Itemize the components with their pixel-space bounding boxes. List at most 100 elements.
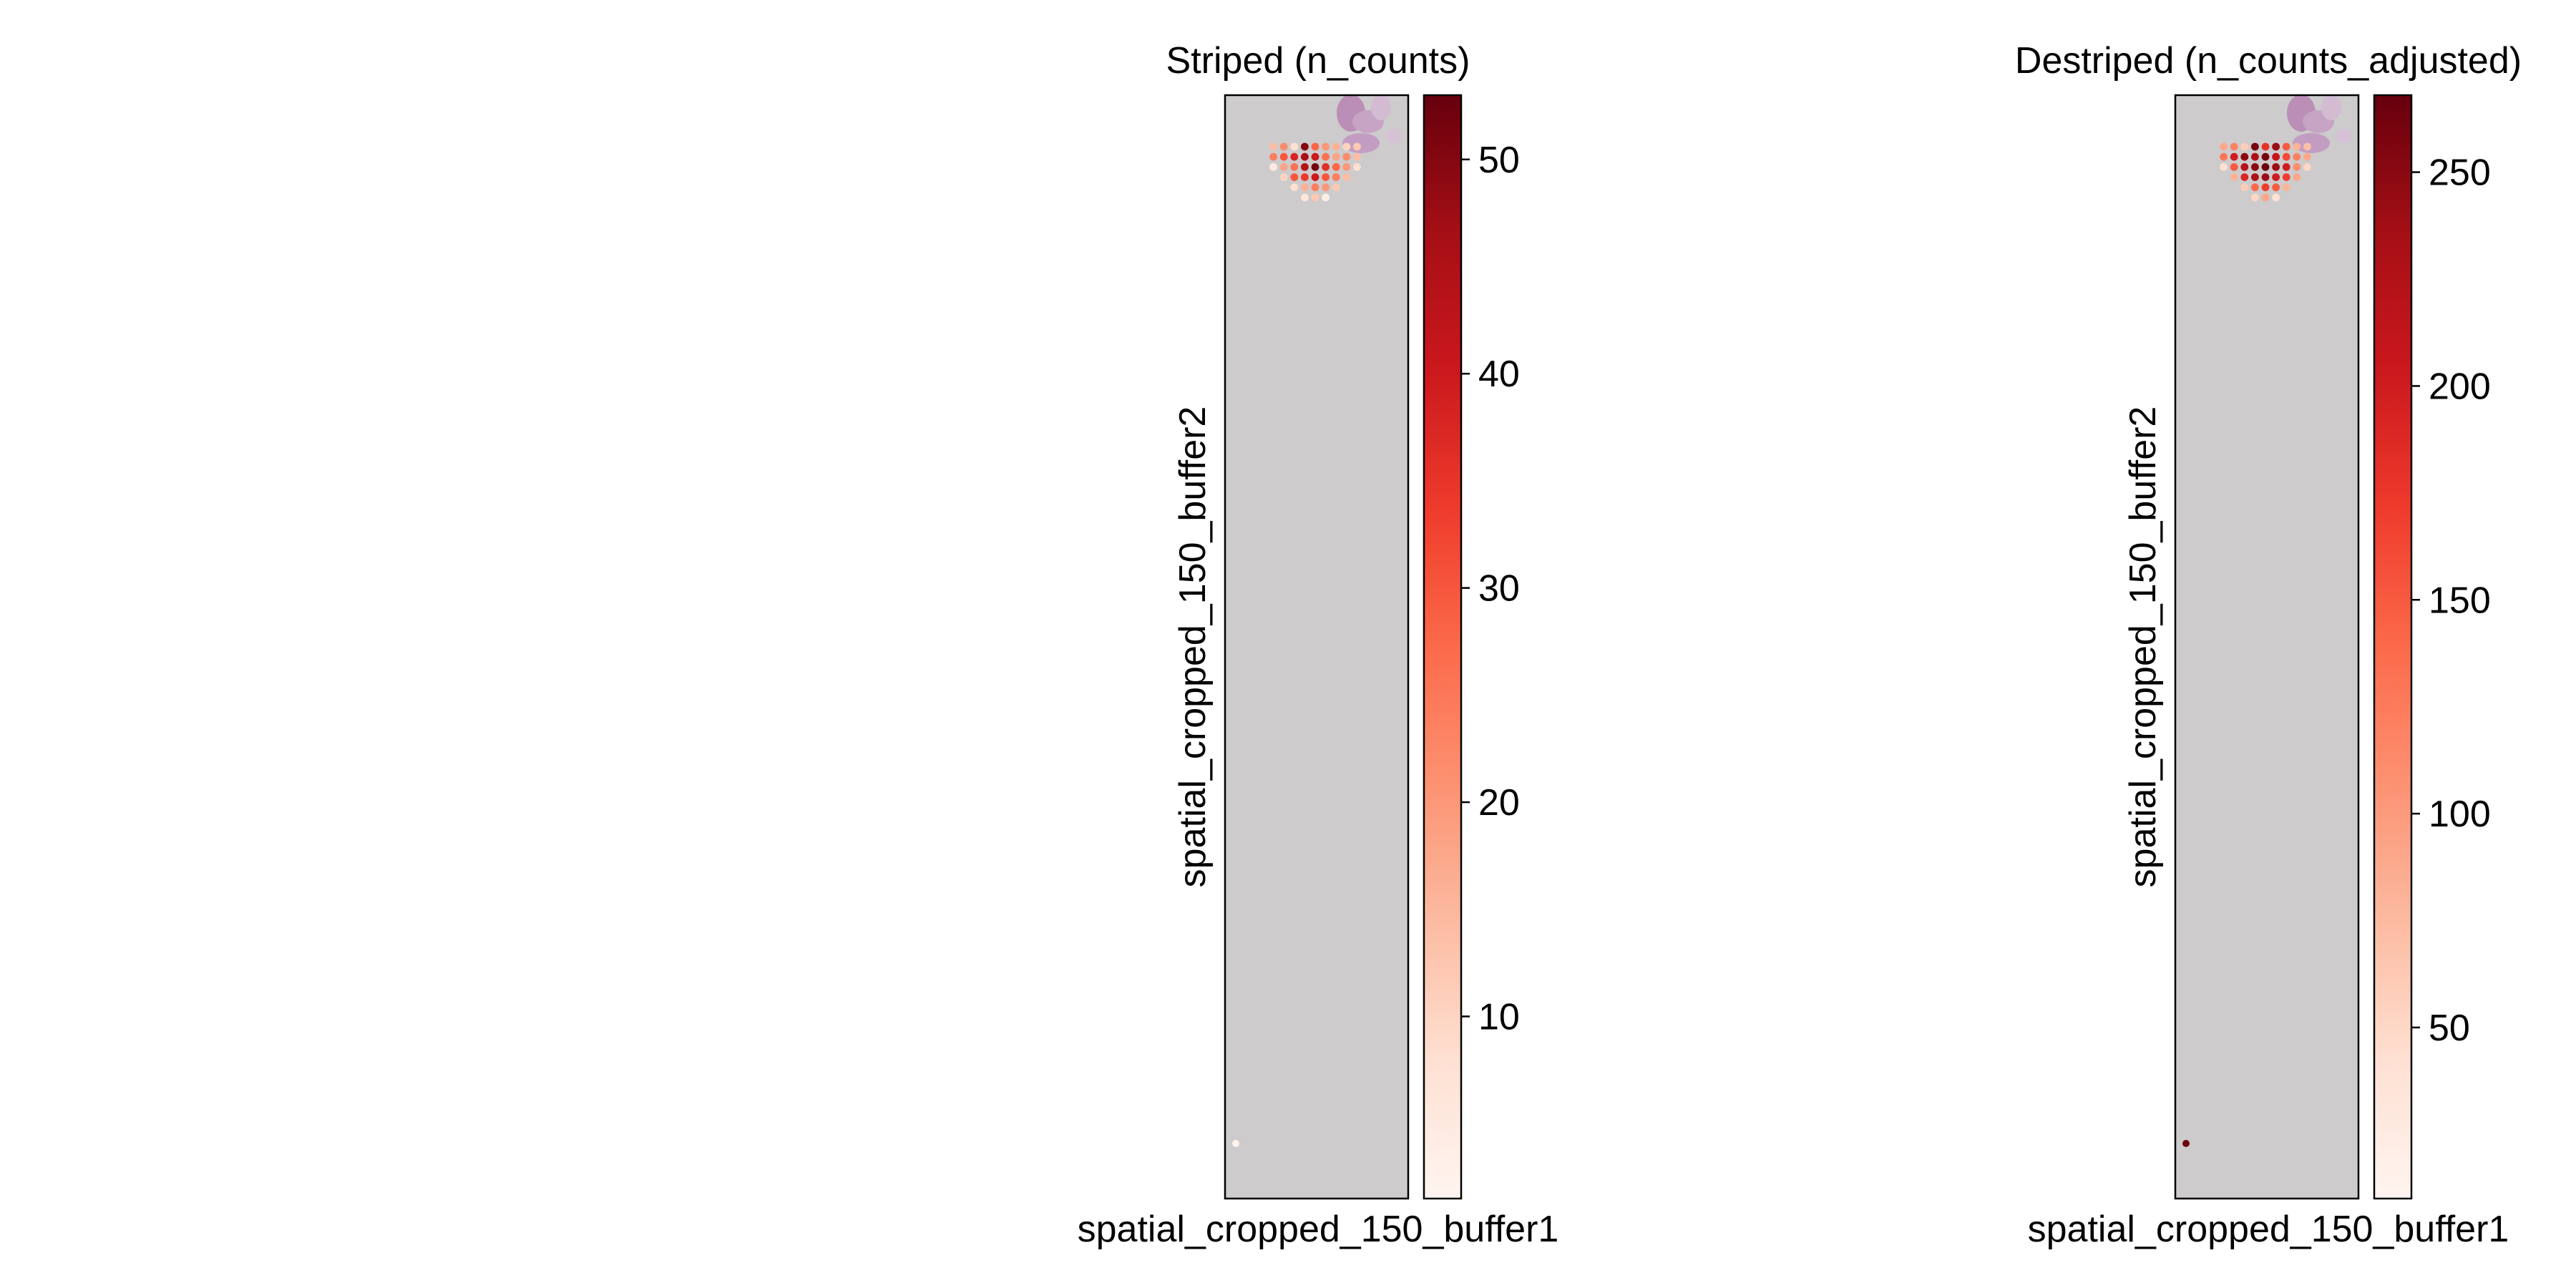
colorbar-tick-label: 250 — [2429, 152, 2491, 194]
spot — [2272, 152, 2280, 161]
y-axis-label: spatial_cropped_150_buffer2 — [2122, 406, 2164, 888]
colorbar-tick-label: 10 — [1478, 996, 1520, 1038]
spot — [1311, 193, 1319, 202]
spot — [1332, 152, 1340, 161]
spot — [2240, 152, 2249, 161]
spot — [1311, 183, 1319, 192]
spot — [2282, 173, 2290, 182]
colorbar — [2373, 94, 2413, 1200]
plot-frame — [2174, 94, 2360, 1200]
outlier-spot — [2182, 1140, 2190, 1147]
spot — [2282, 163, 2290, 171]
spot — [2261, 183, 2270, 192]
outlier-spot — [1232, 1140, 1239, 1147]
colorbar — [1423, 94, 1463, 1200]
spot — [2293, 142, 2301, 151]
panel-destriped: Destriped (n_counts_adjusted) spatial_cr… — [2015, 40, 2522, 1250]
spot — [1279, 152, 1288, 161]
colorbar-tick-label: 50 — [1478, 140, 1520, 181]
spot — [2303, 142, 2311, 151]
spot — [1342, 142, 1351, 151]
panel-striped: Striped (n_counts) spatial_cropped_150_b… — [1078, 40, 1559, 1250]
colorbar-ticks: 10 20 30 40 50 — [1461, 140, 1520, 1038]
spot — [2282, 183, 2290, 192]
colorbar-tick-label: 30 — [1478, 568, 1520, 610]
spot — [1332, 163, 1340, 171]
spot — [2261, 152, 2270, 161]
spot — [2272, 193, 2280, 202]
colorbar-tick-label: 100 — [2429, 794, 2491, 835]
spot — [1301, 142, 1309, 151]
spot — [2261, 163, 2270, 171]
spot — [2293, 173, 2301, 182]
spot — [2220, 163, 2228, 171]
spot — [1322, 163, 1330, 171]
spot — [2251, 163, 2259, 171]
spot — [2251, 152, 2259, 161]
spot — [2251, 142, 2259, 151]
spot — [1290, 173, 1299, 182]
spot — [1322, 193, 1330, 202]
spot — [2220, 142, 2228, 151]
spot — [2240, 183, 2249, 192]
spot — [2220, 152, 2228, 161]
spot — [1332, 183, 1340, 192]
spot — [1279, 163, 1288, 171]
spot — [1301, 193, 1309, 202]
spot — [1311, 163, 1319, 171]
spot — [2282, 142, 2290, 151]
spot — [1269, 163, 1277, 171]
spot — [1322, 173, 1330, 182]
tissue-background — [1225, 95, 1408, 1199]
spot — [1311, 142, 1319, 151]
spot — [1353, 163, 1361, 171]
colorbar-tick-label: 150 — [2429, 580, 2491, 621]
tissue-stain — [2287, 94, 2353, 153]
spot — [2230, 163, 2238, 171]
spot — [1290, 163, 1299, 171]
spot — [2251, 183, 2259, 192]
spot — [1290, 183, 1299, 192]
spot — [1269, 142, 1277, 151]
spot — [1311, 152, 1319, 161]
spot — [2303, 152, 2311, 161]
spot — [1342, 163, 1351, 171]
spot — [1322, 183, 1330, 192]
spot — [1279, 173, 1288, 182]
spot — [2230, 173, 2238, 182]
spot-layer — [1232, 142, 1361, 1147]
spot — [1353, 152, 1361, 161]
spot — [2272, 142, 2280, 151]
colorbar-ticks: 50 100 150 200 250 — [2411, 152, 2491, 1049]
colorbar-tick-label: 40 — [1478, 353, 1520, 395]
y-axis-label: spatial_cropped_150_buffer2 — [1172, 406, 1214, 888]
spot — [1311, 173, 1319, 182]
spot — [1279, 142, 1288, 151]
spot — [1269, 152, 1277, 161]
spot — [1322, 152, 1330, 161]
colorbar-tick-label: 200 — [2429, 366, 2491, 407]
x-axis-label: spatial_cropped_150_buffer1 — [1078, 1209, 1559, 1250]
x-axis-label: spatial_cropped_150_buffer1 — [2028, 1209, 2509, 1250]
spot — [2272, 173, 2280, 182]
spot — [1301, 173, 1309, 182]
spot — [1332, 173, 1340, 182]
chart-title: Destriped (n_counts_adjusted) — [2015, 40, 2522, 82]
spot — [2293, 163, 2301, 171]
spot — [1332, 142, 1340, 151]
spot — [2240, 163, 2249, 171]
spot — [2261, 193, 2270, 202]
tissue-background — [2175, 95, 2358, 1199]
plot-frame — [1224, 94, 1410, 1200]
spot — [1290, 142, 1299, 151]
colorbar-tick-label: 50 — [2429, 1008, 2470, 1049]
spot — [2282, 152, 2290, 161]
spot — [1301, 152, 1309, 161]
spot — [1353, 142, 1361, 151]
spot — [2240, 142, 2249, 151]
spot — [2230, 142, 2238, 151]
spot — [2240, 173, 2249, 182]
spot — [1290, 152, 1299, 161]
spot — [1301, 183, 1309, 192]
